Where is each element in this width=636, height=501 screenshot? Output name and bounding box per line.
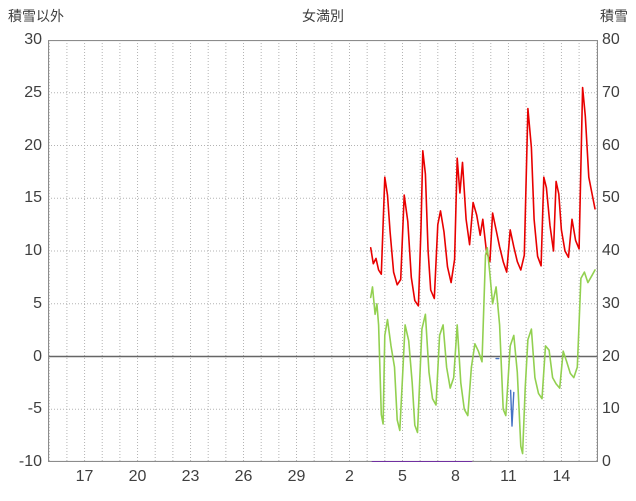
x-axis-tick-label: 8 — [451, 468, 460, 485]
left-axis-title: 積雪以外 — [8, 8, 64, 24]
y-axis-right-tick-label: 70 — [602, 83, 620, 101]
y-axis-left-tick-label: 25 — [24, 83, 42, 101]
x-axis-tick-label: 11 — [500, 468, 517, 485]
y-axis-left-tick-label: 30 — [24, 31, 42, 48]
x-axis-tick-label: 26 — [234, 468, 253, 485]
y-axis-right-tick-label: 40 — [602, 242, 620, 259]
right-axis-title: 積雪 — [600, 8, 628, 24]
series-green — [369, 247, 596, 455]
y-axis-right-tick-label: 20 — [602, 347, 620, 365]
y-axis-right-tick-label: 30 — [602, 294, 620, 312]
y-axis-left-tick-label: 0 — [33, 347, 42, 365]
x-axis-tick-label: 2 — [345, 468, 354, 485]
y-axis-right-tick-label: 0 — [602, 453, 611, 470]
y-axis-left-tick-label: 20 — [24, 136, 42, 154]
plot-svg — [48, 40, 598, 462]
y-axis-left-tick-label: -10 — [18, 453, 42, 470]
x-axis-tick-label: 17 — [75, 468, 94, 485]
y-axis-left-tick-label: -5 — [27, 400, 42, 418]
y-axis-left-tick-label: 5 — [33, 294, 42, 312]
x-axis-tick-label: 29 — [287, 468, 306, 485]
y-axis-right-tick-label: 80 — [602, 31, 620, 48]
chart-title: 女満別 — [302, 8, 344, 24]
series-blue-spike — [509, 389, 515, 427]
y-axis-right-tick-label: 10 — [602, 400, 620, 418]
series-red — [369, 86, 596, 307]
plot-area — [48, 40, 598, 462]
x-axis-tick-label: 23 — [181, 468, 200, 485]
x-axis-tick-label: 20 — [128, 468, 147, 485]
y-axis-right-tick-label: 60 — [602, 136, 620, 154]
x-axis-tick-label: 5 — [398, 468, 407, 485]
x-axis-tick-label: 14 — [552, 468, 571, 485]
y-axis-left-tick-label: 10 — [24, 242, 42, 259]
y-axis-right-tick-label: 50 — [602, 189, 620, 207]
y-axis-left-tick-label: 15 — [24, 189, 42, 207]
